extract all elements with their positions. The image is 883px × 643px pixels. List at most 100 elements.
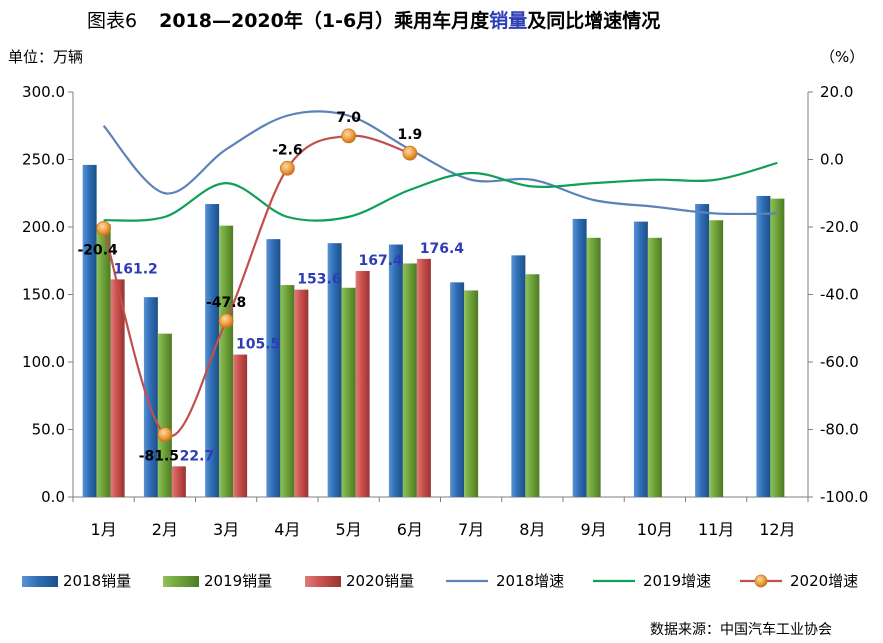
bar-2018销量: [388, 244, 403, 497]
title-highlight: 销量: [489, 9, 527, 32]
bar-value-label: 161.2: [113, 261, 157, 277]
bar-2019销量: [770, 198, 785, 497]
legend-swatch: [305, 576, 341, 587]
bar-2019销量: [709, 220, 724, 497]
category-label: 11月: [698, 520, 734, 539]
point-2020增速: [341, 128, 357, 144]
legend-swatch: [163, 576, 199, 587]
line-2019增速: [103, 161, 778, 222]
right-axis-unit: （%）: [820, 48, 864, 66]
bar-2020销量: [416, 258, 431, 497]
legend-label: 2018销量: [63, 572, 131, 590]
bar-2020销量: [294, 289, 309, 497]
category-label: 6月: [397, 520, 423, 539]
left-tick-label: 100.0: [22, 353, 65, 371]
title-suffix: 及同比增速情况: [527, 9, 660, 32]
left-tick-labels: 0.0 50.0 100.0 150.0 200.0 250.0 300.0: [22, 83, 65, 506]
axes: [68, 91, 813, 502]
bar-2019销量: [647, 237, 662, 498]
point-2020增速: [279, 160, 295, 176]
legend-label: 2019增速: [643, 572, 711, 590]
legend-label: 2020销量: [346, 572, 414, 590]
category-label: 4月: [274, 520, 300, 539]
category-label: 5月: [336, 520, 362, 539]
category-labels: 1月 2月 3月 4月 5月 6月 7月 8月 9月 10月 11月 12月: [91, 520, 796, 539]
bar-2019销量: [96, 224, 111, 498]
bar-2019销量: [157, 333, 172, 497]
bar-2018销量: [633, 221, 648, 497]
bar-2019销量: [586, 237, 601, 498]
bar-2019销量: [464, 290, 479, 497]
bar-2018销量: [82, 164, 97, 497]
bar-value-label: 22.7: [180, 448, 215, 464]
growth-value-label: -81.5: [139, 449, 179, 465]
category-label: 10月: [637, 520, 673, 539]
bar-2018销量: [266, 239, 281, 497]
left-tick-label: 50.0: [32, 421, 65, 439]
growth-value-label: 7.0: [336, 110, 361, 126]
category-label: 2月: [152, 520, 178, 539]
bar-value-label: 176.4: [420, 241, 465, 257]
left-tick-label: 300.0: [22, 83, 65, 101]
bar-2018销量: [450, 282, 465, 497]
legend: 2018销量 2019销量 2020销量 2018增速 2019增速 2020增速: [22, 572, 858, 590]
bar-2018销量: [143, 297, 158, 497]
point-2020增速: [157, 427, 173, 442]
right-tick-label: 20.0: [820, 83, 853, 101]
right-tick-label: 0.0: [820, 151, 844, 169]
title-main: 2018—2020年（1-6月）乘用车月度: [159, 9, 490, 32]
bar-2019销量: [525, 274, 540, 497]
right-tick-label: -60.0: [820, 353, 859, 371]
bar-2018销量: [695, 204, 710, 498]
growth-value-label: -20.4: [77, 242, 118, 258]
chart-title: 图表6 2018—2020年（1-6月）乘用车月度销量及同比增速情况: [87, 9, 660, 32]
bar-2019销量: [280, 285, 295, 497]
left-tick-label: 0.0: [41, 488, 65, 506]
bar-2018销量: [327, 243, 342, 497]
line-2018增速: [102, 110, 778, 216]
source-note: 数据来源：中国汽车工业协会: [650, 621, 832, 638]
legend-marker: [754, 574, 768, 588]
category-label: 9月: [581, 520, 607, 539]
bar-2020销量: [233, 354, 248, 497]
legend-swatch: [22, 576, 58, 587]
legend-label: 2020增速: [790, 572, 858, 590]
point-2020增速: [402, 145, 418, 161]
left-axis-unit: 单位：万辆: [8, 48, 83, 66]
right-tick-label: -20.0: [820, 218, 859, 236]
bar-2019销量: [341, 287, 356, 497]
category-label: 8月: [519, 520, 545, 539]
bar-2018销量: [756, 195, 771, 497]
legend-label: 2019销量: [204, 572, 272, 590]
bars: [82, 164, 785, 498]
bar-value-label: 153.6: [297, 272, 341, 288]
bar-2018销量: [572, 218, 587, 497]
bar-2020销量: [110, 279, 125, 497]
left-tick-label: 250.0: [22, 151, 65, 169]
bar-2019销量: [402, 263, 417, 497]
bar-2020销量: [171, 466, 186, 497]
bar-value-label: 167.4: [358, 253, 403, 269]
growth-value-label: -47.8: [206, 295, 246, 311]
legend-label: 2018增速: [496, 572, 564, 590]
growth-value-label: -2.6: [272, 142, 303, 158]
bar-value-label: 105.5: [236, 337, 280, 353]
growth-value-label: 1.9: [397, 127, 422, 143]
category-label: 1月: [91, 520, 117, 539]
point-2020增速: [218, 313, 234, 329]
right-tick-label: -80.0: [820, 421, 859, 439]
right-tick-label: -40.0: [820, 286, 859, 304]
title-prefix: 图表6: [87, 10, 137, 32]
left-tick-label: 150.0: [22, 286, 65, 304]
bar-2018销量: [205, 204, 220, 498]
lines: [96, 110, 778, 442]
category-label: 12月: [759, 520, 795, 539]
bar-2019销量: [219, 225, 234, 497]
right-tick-label: -100.0: [820, 488, 868, 506]
bar-2018销量: [511, 255, 526, 497]
bar-2020销量: [355, 271, 370, 497]
category-label: 7月: [458, 520, 484, 539]
category-label: 3月: [213, 520, 239, 539]
right-tick-labels: -100.0 -80.0 -60.0 -40.0 -20.0 0.0 20.0: [820, 83, 868, 506]
